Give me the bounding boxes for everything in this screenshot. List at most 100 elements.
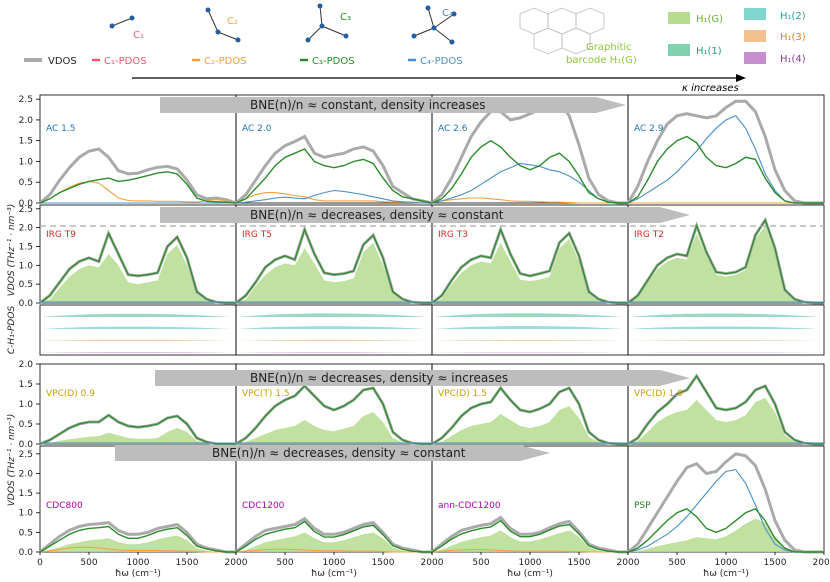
legend-h12-swatch — [744, 8, 766, 20]
panel-title-r2c2: IRG T5 — [242, 230, 272, 240]
c3-overlay-r2c3 — [431, 227, 628, 304]
panel-frame-r4c1 — [39, 445, 237, 553]
c3-line-r4c3 — [431, 519, 628, 553]
h1g-area-r3c3 — [432, 406, 628, 444]
strip-frame-c2 — [235, 304, 433, 356]
legend-h11-swatch — [668, 44, 690, 56]
panel-title-r4c4: PSP — [634, 501, 651, 511]
ytick-label-r2-4: 2.0 — [19, 224, 34, 234]
ytick-label-r3-0: 0.0 — [19, 440, 34, 450]
ytick-label-r1-1: 0.5 — [19, 178, 33, 188]
ytick-label-r4-5: 2.5 — [19, 450, 33, 460]
vdos-line-r4c4 — [627, 452, 824, 554]
h12-strip-c1 — [42, 326, 230, 329]
h1g-area-r2c3 — [432, 238, 628, 303]
xtick-label-c4-4: 2000 — [813, 558, 830, 568]
c3-line-r1c4 — [627, 135, 824, 204]
c3-line-r4c1 — [39, 525, 236, 553]
band-arrow-3 — [155, 370, 690, 386]
band-arrow-2 — [160, 207, 690, 223]
legend-c3-label: C₃-PDOS — [312, 56, 355, 67]
ytick-label-r4-2: 1.0 — [19, 509, 34, 519]
legend-c1-label: C₁-PDOS — [104, 56, 147, 67]
vdos-line-r4c3 — [431, 515, 628, 554]
c3-overlay-r3c1 — [39, 414, 236, 445]
panel-title-r1c3: AC 2.6 — [438, 124, 468, 134]
xtick-label-c3-2: 1000 — [519, 558, 542, 568]
panel-title-r4c2: CDC1200 — [242, 501, 285, 511]
legend-h1g-label: H₁(G) — [696, 14, 723, 25]
band-text-2: BNE(n)/n ≈ decreases, density ≈ constant — [250, 208, 504, 222]
legend-h14-swatch — [744, 52, 766, 64]
xtick-label-c4-3: 1500 — [764, 558, 787, 568]
c2-line-r1c3 — [431, 197, 628, 204]
legend-c4-label: C₄-PDOS — [420, 56, 463, 67]
c2-line-r1c1 — [39, 180, 237, 204]
kappa-arrow-head — [736, 74, 746, 82]
c3-overlay-r3c2 — [235, 385, 432, 445]
ytick-label-r1-4: 2.0 — [19, 116, 34, 126]
legend-h1g-swatch — [668, 12, 690, 24]
xtick-label-c1-0: 0 — [37, 558, 43, 568]
c3-overlay-r2c4 — [627, 218, 824, 304]
h13-strip-c1 — [42, 339, 230, 341]
legend-c2-label: C₂-PDOS — [204, 56, 247, 67]
ytick-label-r1-2: 1.0 — [19, 157, 34, 167]
panel-title-r3c3: VPC(D) 1.5 — [438, 389, 487, 399]
ytick-label-r4-0: 0.0 — [19, 548, 34, 558]
ytick-label-r2-3: 1.5 — [19, 242, 33, 252]
motif-c4: C₄ — [411, 5, 457, 45]
vdos-line-r1c2 — [235, 134, 433, 205]
motif-c3: C₃ — [305, 3, 351, 43]
xtick-label-c2-4: 2000 — [421, 558, 444, 568]
legend-h14-label: H₁(4) — [780, 54, 806, 65]
c3-line-r1c2 — [235, 148, 433, 204]
strip-frame-c1 — [39, 304, 237, 356]
xtick-label-c3-1: 500 — [472, 558, 489, 568]
ytick-label-r1-0: 0.0 — [19, 199, 34, 209]
panel-title-r2c4: IRG T2 — [634, 230, 664, 240]
h1g-area-r2c4 — [628, 225, 824, 303]
xtick-label-c3-3: 1500 — [568, 558, 591, 568]
xlabel-c4: ħω (cm⁻¹) — [703, 569, 749, 579]
c3-overlay-r2c2 — [235, 227, 432, 304]
ytick-label-r1-5: 2.5 — [19, 95, 33, 105]
ylabel-vdos-top: VDOS (THz⁻¹ · nm⁻³) — [7, 204, 17, 297]
graphitic-lattice — [519, 7, 605, 55]
motif-c1: C₁ — [109, 15, 144, 41]
panel-title-r1c4: AC 2.9 — [634, 124, 664, 134]
xlabel-c3: ħω (cm⁻¹) — [507, 569, 553, 579]
band-arrow-4 — [115, 445, 550, 461]
c4-line-r1c2 — [235, 189, 432, 204]
panel-title-r3c2: VPC(T) 1.5 — [242, 389, 290, 399]
ytick-label-r2-0: 0.0 — [19, 299, 34, 309]
ytick-label-r4-4: 2.0 — [19, 469, 34, 479]
motif-c2: C₂ — [205, 7, 241, 43]
h1g-area-r2c1 — [40, 244, 236, 303]
h1g-area-r4c1 — [40, 535, 236, 552]
xtick-label-c3-4: 2000 — [617, 558, 640, 568]
h14-strip-c1 — [42, 352, 230, 353]
panel-title-r3c4: VPC(D) 1.9 — [634, 389, 683, 399]
plot-grid: AC 1.5 AC 2.0 AC 2.6 AC 2.9 IRG T9 IRG T5 IRG … — [19, 94, 830, 579]
c3-overlay-r2c1 — [39, 231, 236, 304]
ytick-label-r3-1: 0.5 — [19, 420, 33, 430]
panel-title-r1c1: AC 1.5 — [46, 124, 75, 134]
xtick-label-c2-3: 1500 — [372, 558, 395, 568]
strip-frame-c4 — [627, 304, 825, 356]
h14-strip-c2 — [238, 352, 426, 353]
xlabel-c1: ħω (cm⁻¹) — [115, 569, 161, 579]
legend-h13-label: H₁(3) — [780, 32, 806, 43]
h13-strip-c4 — [630, 340, 818, 341]
xtick-label-c4-2: 1000 — [715, 558, 738, 568]
xtick-label-c1-3: 1500 — [176, 558, 199, 568]
vdos-line-r4c1 — [39, 521, 236, 554]
panel-frame-r4c2 — [235, 445, 433, 553]
h11-strip-c1 — [42, 313, 230, 317]
legend-h13-swatch — [744, 30, 766, 42]
c2-line-r1c2 — [235, 192, 432, 204]
h1g-area-r2c2 — [236, 242, 432, 303]
ytick-label-r4-1: 0.5 — [19, 528, 33, 538]
h12-strip-c2 — [238, 326, 426, 329]
motif-c2-label: C₂ — [227, 16, 238, 27]
